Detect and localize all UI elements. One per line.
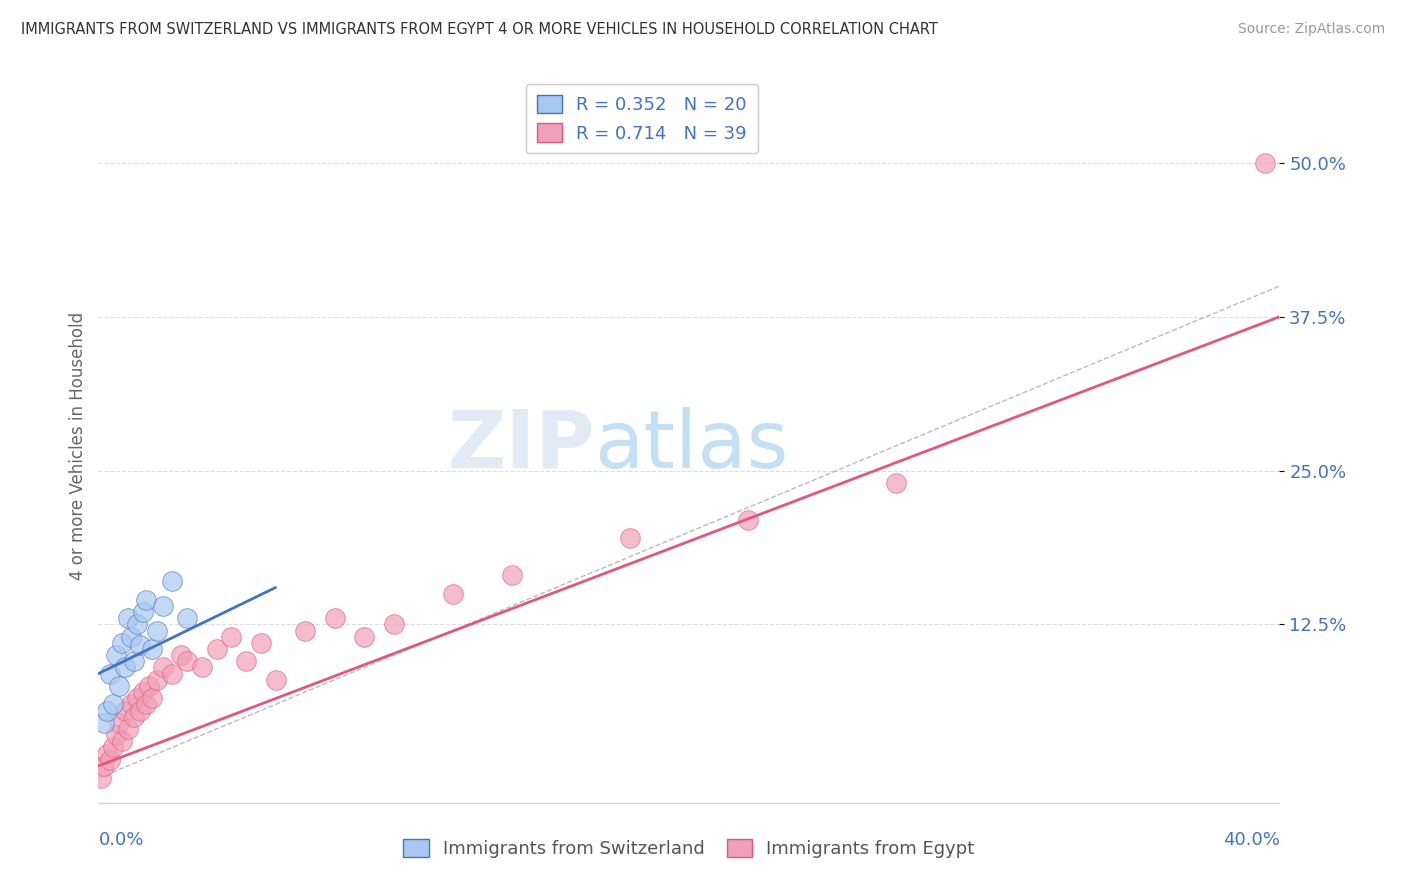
Point	[135, 592, 157, 607]
Point	[141, 691, 163, 706]
Point	[170, 648, 193, 662]
Point	[108, 715, 131, 730]
Point	[103, 740, 125, 755]
Point	[128, 638, 150, 652]
Point	[501, 568, 523, 582]
Point	[176, 654, 198, 668]
Point	[619, 531, 641, 545]
Point	[111, 734, 134, 748]
Point	[105, 648, 128, 662]
Point	[141, 642, 163, 657]
Point	[138, 679, 160, 693]
Text: IMMIGRANTS FROM SWITZERLAND VS IMMIGRANTS FROM EGYPT 4 OR MORE VEHICLES IN HOUSE: IMMIGRANTS FROM SWITZERLAND VS IMMIGRANT…	[21, 22, 938, 37]
Point	[96, 747, 118, 761]
Point	[162, 666, 183, 681]
Point	[108, 679, 131, 693]
Point	[205, 642, 228, 657]
Point	[93, 715, 115, 730]
Point	[323, 611, 346, 625]
Point	[120, 698, 142, 712]
Point	[125, 617, 148, 632]
Point	[122, 709, 145, 723]
Point	[441, 587, 464, 601]
Point	[132, 685, 155, 699]
Point	[98, 666, 121, 681]
Point	[353, 630, 375, 644]
Point	[1254, 156, 1277, 170]
Point	[152, 599, 174, 613]
Text: 0.0%: 0.0%	[98, 831, 143, 849]
Point	[250, 636, 273, 650]
Legend: Immigrants from Switzerland, Immigrants from Egypt: Immigrants from Switzerland, Immigrants …	[396, 831, 981, 865]
Text: atlas: atlas	[595, 407, 789, 485]
Point	[132, 605, 155, 619]
Text: Source: ZipAtlas.com: Source: ZipAtlas.com	[1237, 22, 1385, 37]
Point	[191, 660, 214, 674]
Point	[135, 698, 157, 712]
Point	[90, 771, 112, 785]
Point	[105, 728, 128, 742]
Point	[737, 513, 759, 527]
Point	[294, 624, 316, 638]
Point	[117, 722, 139, 736]
Point	[128, 704, 150, 718]
Text: 40.0%: 40.0%	[1223, 831, 1279, 849]
Point	[114, 704, 136, 718]
Point	[103, 698, 125, 712]
Point	[382, 617, 405, 632]
Point	[114, 660, 136, 674]
Point	[235, 654, 257, 668]
Point	[98, 753, 121, 767]
Point	[176, 611, 198, 625]
Point	[146, 673, 169, 687]
Point	[96, 704, 118, 718]
Point	[120, 630, 142, 644]
Point	[884, 475, 907, 490]
Point	[111, 636, 134, 650]
Point	[162, 574, 183, 589]
Point	[122, 654, 145, 668]
Point	[152, 660, 174, 674]
Point	[125, 691, 148, 706]
Text: ZIP: ZIP	[447, 407, 595, 485]
Point	[93, 759, 115, 773]
Y-axis label: 4 or more Vehicles in Household: 4 or more Vehicles in Household	[69, 312, 87, 580]
Point	[221, 630, 243, 644]
Point	[117, 611, 139, 625]
Point	[264, 673, 287, 687]
Point	[146, 624, 169, 638]
